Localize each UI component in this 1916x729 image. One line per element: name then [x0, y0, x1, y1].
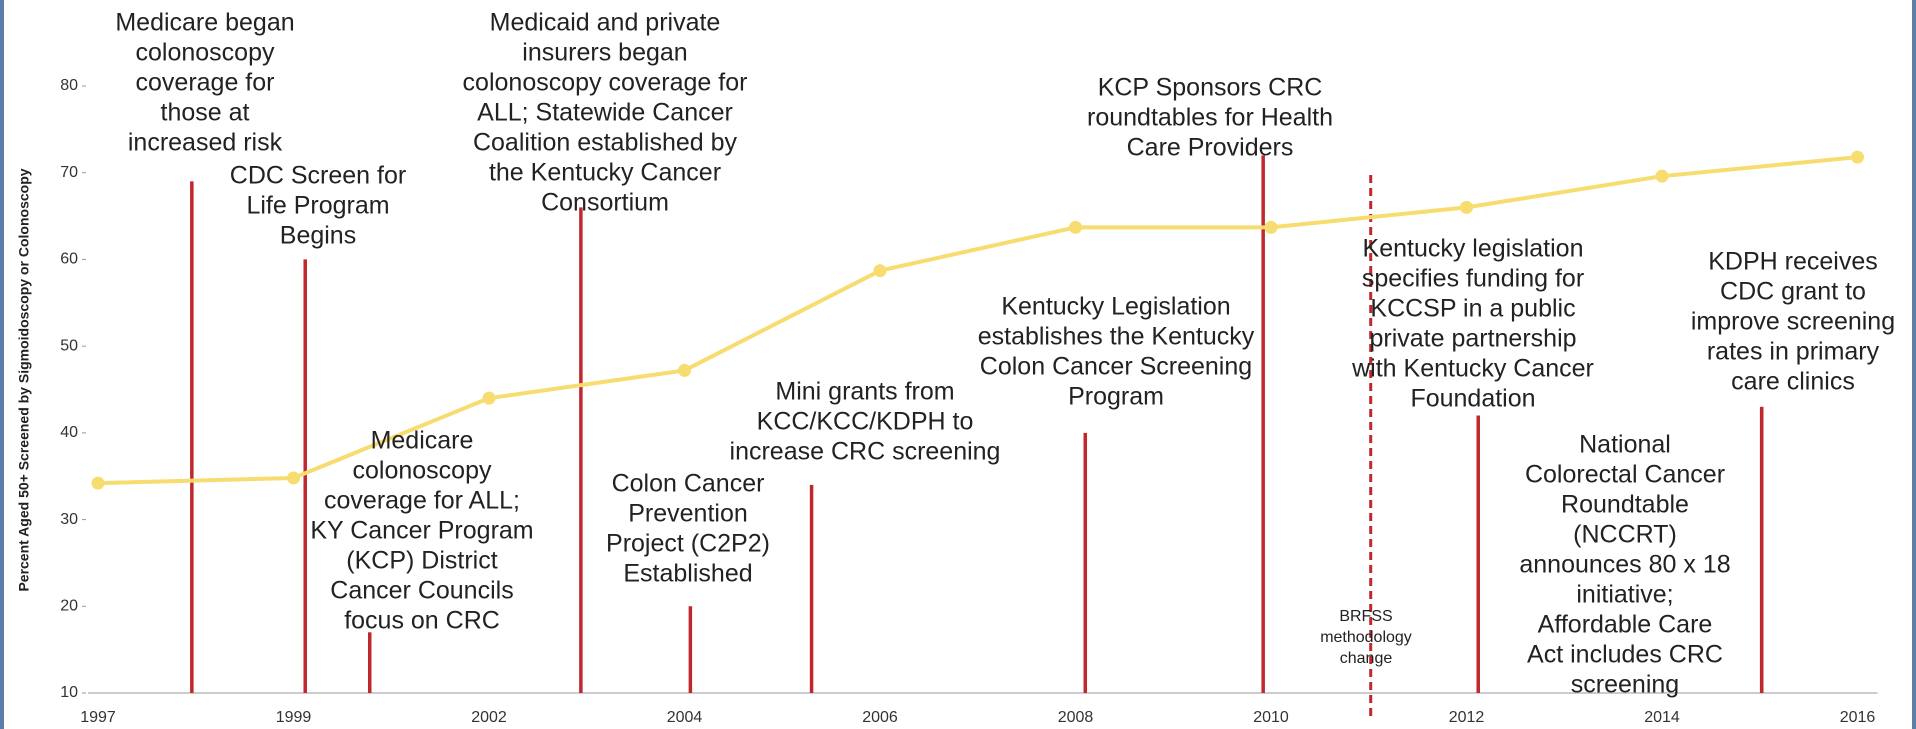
- annotation-text: Kentucky legislation: [1363, 235, 1584, 263]
- annotation-text: colonoscopy: [353, 457, 492, 485]
- annotation-text: KY Cancer Program: [310, 517, 533, 545]
- annotation-text: with Kentucky Cancer: [1351, 355, 1594, 383]
- annotation-text: KDPH receives: [1708, 248, 1878, 276]
- annotation-text: CDC grant to: [1720, 278, 1866, 306]
- annotation-text: insurers began: [522, 39, 687, 67]
- annotation-text: private partnership: [1369, 325, 1576, 353]
- left-border: [0, 0, 4, 729]
- annotation-text: National: [1579, 431, 1671, 459]
- method-change-text: change: [1340, 650, 1393, 667]
- annotation-text: KCP Sponsors CRC: [1098, 74, 1323, 102]
- method-change-text: methodology: [1320, 629, 1412, 646]
- annotation-text: Project (C2P2): [606, 530, 770, 558]
- x-tick-label: 2016: [1840, 709, 1876, 726]
- y-tick-label: 80: [60, 77, 78, 94]
- y-tick-label: 50: [60, 337, 78, 354]
- x-tick-label: 2002: [471, 709, 507, 726]
- annotation-text: the Kentucky Cancer: [489, 159, 721, 187]
- annotation-text: ALL; Statewide Cancer: [477, 99, 733, 127]
- annotation-text: those at: [161, 99, 250, 127]
- annotation-text: roundtables for Health: [1087, 104, 1333, 132]
- annotation-text: specifies funding for: [1362, 265, 1584, 293]
- annotation-text: screening: [1571, 671, 1679, 699]
- annotation-text: Consortium: [541, 189, 669, 217]
- annotation-text: Medicaid and private: [490, 9, 721, 37]
- annotation-text: (KCP) District: [346, 547, 497, 575]
- x-tick-label: 2006: [862, 709, 898, 726]
- annotation-text: (NCCRT): [1573, 521, 1677, 549]
- data-point: [1851, 150, 1864, 164]
- x-tick-label: 2014: [1644, 709, 1680, 726]
- data-point: [1264, 220, 1278, 234]
- annotation-text: Colon Cancer Screening: [980, 353, 1252, 381]
- annotation-text: Roundtable: [1561, 491, 1689, 519]
- annotation-text: Care Providers: [1127, 134, 1294, 162]
- y-tick-label: 10: [60, 684, 78, 701]
- data-point: [873, 264, 887, 278]
- data-point: [1069, 220, 1082, 234]
- annotation-text: CDC Screen for: [230, 162, 406, 190]
- annotation-text: establishes the Kentucky: [978, 323, 1255, 351]
- annotation-text: Life Program: [246, 192, 389, 220]
- annotation-text: Prevention: [628, 500, 748, 528]
- x-tick-label: 1997: [80, 709, 116, 726]
- y-tick-label: 30: [60, 511, 78, 528]
- data-point: [482, 391, 496, 405]
- annotation-text: KCC/KCC/KDPH to: [757, 408, 974, 436]
- x-tick-label: 2012: [1449, 709, 1485, 726]
- x-tick-label: 2004: [667, 709, 703, 726]
- annotation-text: initiative;: [1576, 581, 1673, 609]
- annotation-text: Colon Cancer: [612, 470, 765, 498]
- data-point: [678, 363, 691, 377]
- annotation-text: KCCSP in a public: [1370, 295, 1575, 323]
- method-change-text: BRFSS: [1339, 608, 1392, 625]
- annotation-text: announces 80 x 18: [1519, 551, 1730, 579]
- data-point: [1655, 169, 1669, 183]
- x-tick-label: 2008: [1058, 709, 1094, 726]
- annotation-text: Act includes CRC: [1527, 641, 1723, 669]
- y-tick-label: 40: [60, 424, 78, 441]
- x-tick-label: 1999: [276, 709, 312, 726]
- annotation-text: increased risk: [128, 129, 283, 157]
- data-point: [287, 471, 300, 485]
- data-point: [91, 476, 105, 490]
- data-point: [1460, 200, 1473, 214]
- annotation-text: Program: [1068, 383, 1164, 411]
- y-tick-label: 70: [60, 164, 78, 181]
- annotation-text: coverage for: [136, 69, 275, 97]
- annotation-text: Kentucky Legislation: [1001, 293, 1230, 321]
- y-axis-label: Percent Aged 50+ Screened by Sigmoidosco…: [16, 168, 32, 591]
- annotation-text: rates in primary: [1707, 338, 1880, 366]
- screening-line: [97, 155, 1858, 486]
- annotation-text: increase CRC screening: [730, 438, 1001, 466]
- annotation-text: colonoscopy: [136, 39, 275, 67]
- annotation-text: Colorectal Cancer: [1525, 461, 1725, 489]
- annotation-text: Coalition established by: [473, 129, 738, 157]
- annotation-text: focus on CRC: [344, 607, 500, 635]
- x-tick-label: 2010: [1253, 709, 1289, 726]
- annotation-text: care clinics: [1731, 368, 1855, 396]
- annotation-text: Begins: [280, 222, 356, 250]
- annotation-text: Cancer Councils: [330, 577, 513, 605]
- annotation-text: Mini grants from: [775, 378, 954, 406]
- annotation-text: Foundation: [1410, 385, 1535, 413]
- annotation-text: Medicare began: [115, 9, 294, 37]
- y-tick-label: 60: [60, 251, 78, 268]
- annotation-text: colonoscopy coverage for: [463, 69, 748, 97]
- annotation-text: coverage for ALL;: [324, 487, 520, 515]
- right-border: [1912, 0, 1916, 729]
- annotation-text: Affordable Care: [1538, 611, 1713, 639]
- y-tick-label: 20: [60, 598, 78, 615]
- annotation-text: Medicare: [371, 427, 474, 455]
- annotation-text: Established: [623, 560, 752, 588]
- annotation-text: improve screening: [1691, 308, 1895, 336]
